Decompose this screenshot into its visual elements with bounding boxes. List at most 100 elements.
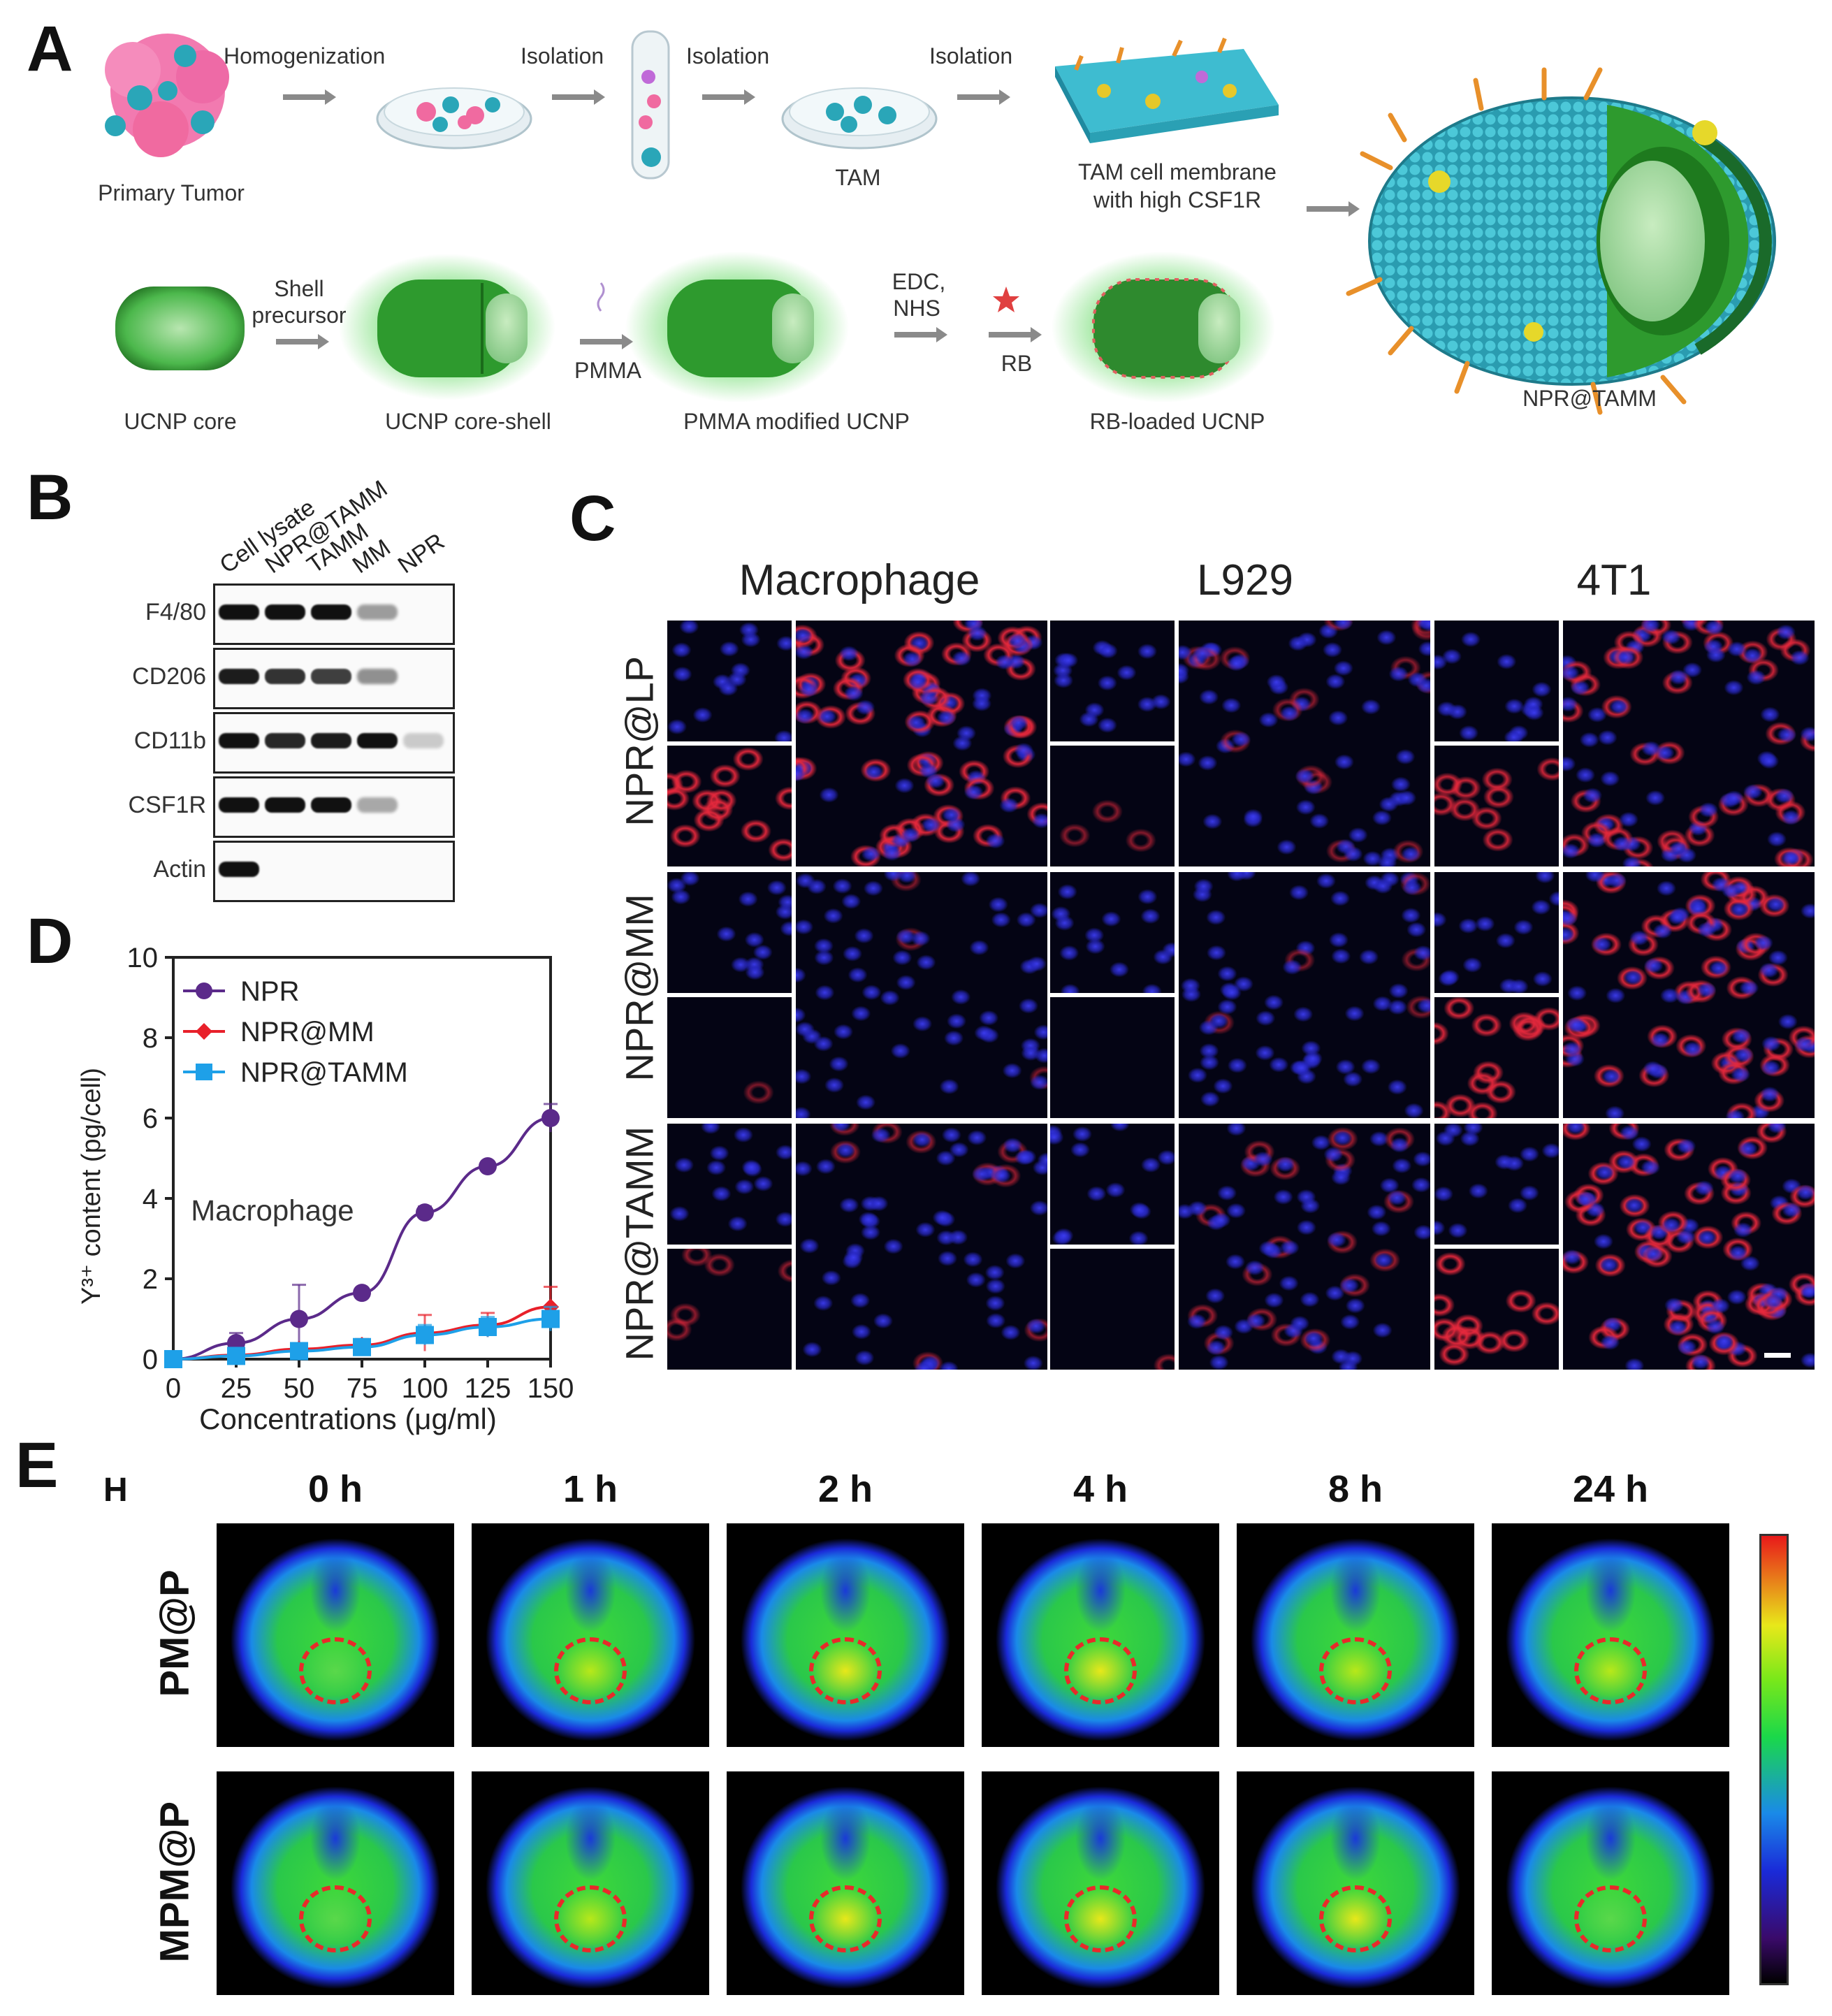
data-point <box>416 1326 434 1344</box>
lane-label: NPR <box>393 528 450 579</box>
micrograph-blue <box>1050 1124 1175 1245</box>
scale-bar <box>1764 1353 1791 1358</box>
legend-label: NPR <box>240 976 299 1007</box>
chart-annotation: Macrophage <box>191 1194 354 1227</box>
micrograph-blue <box>1050 621 1175 741</box>
tumor-roi-ring <box>299 1637 372 1705</box>
data-point <box>290 1310 308 1328</box>
arrow-isolation-3 <box>957 89 1010 105</box>
legend-label: NPR@TAMM <box>240 1057 408 1088</box>
tumor-roi-ring <box>1574 1637 1647 1705</box>
panel-letter-b: B <box>27 462 73 533</box>
micrograph-red <box>1050 746 1175 866</box>
mri-scan <box>1237 1771 1474 1995</box>
data-point <box>479 1318 497 1336</box>
ucnp-core-shell <box>339 254 555 400</box>
micrograph-blue <box>667 621 792 741</box>
mri-scan <box>1237 1523 1474 1747</box>
blot-band <box>311 604 351 620</box>
tumor-roi-ring <box>554 1885 627 1953</box>
x-tick-label: 125 <box>465 1373 511 1404</box>
y-tick-label: 4 <box>143 1184 158 1214</box>
column-label-macrophage: Macrophage <box>739 556 980 604</box>
tumor-roi-ring <box>554 1637 627 1705</box>
mri-scan <box>727 1523 964 1747</box>
micrograph-red <box>1434 1249 1559 1370</box>
x-tick-label: 100 <box>402 1373 449 1404</box>
blot-row-label: CD206 <box>132 663 206 690</box>
tumor-roi-ring <box>299 1885 372 1953</box>
blot-band <box>219 862 259 877</box>
column-label-4t1: 4T1 <box>1576 556 1652 604</box>
x-axis-label: Concentrations (μg/ml) <box>199 1402 497 1435</box>
micrograph-red <box>667 997 792 1118</box>
mri-scan <box>982 1523 1219 1747</box>
micrograph-merge <box>1563 621 1815 866</box>
blot-band <box>265 604 305 620</box>
blot-row-label: CSF1R <box>128 792 206 818</box>
legend-label: NPR@MM <box>240 1017 375 1047</box>
corner-label-h: H <box>103 1472 128 1509</box>
micrograph-blue <box>1050 872 1175 993</box>
label-pmma: PMMA <box>574 358 641 383</box>
blot-band <box>219 733 259 748</box>
micrograph-blue <box>1434 621 1559 741</box>
label-product: NPR@TAMM <box>1522 386 1657 411</box>
primary-tumor-illustration <box>105 34 229 157</box>
blot-band <box>265 733 305 748</box>
arrow-homogenization <box>283 89 336 105</box>
micrograph-blue <box>1434 872 1559 993</box>
time-label: 4 h <box>1073 1468 1128 1510</box>
micrograph-merge <box>1563 872 1815 1118</box>
legend-marker <box>196 982 212 999</box>
panel-letter-c: C <box>569 483 616 554</box>
arrow-isolation-2 <box>702 89 755 105</box>
micrograph-merge <box>1179 872 1430 1118</box>
label-rb: RB <box>1001 351 1033 376</box>
label-edc: EDC, <box>892 269 946 294</box>
micrograph-blue <box>667 872 792 993</box>
y-tick-label: 2 <box>143 1264 158 1295</box>
tumor-roi-ring <box>1064 1885 1137 1953</box>
time-label: 24 h <box>1572 1468 1649 1510</box>
blot-band <box>219 604 259 620</box>
data-point <box>479 1157 497 1175</box>
legend-marker <box>196 1023 212 1040</box>
label-rb-loaded: RB-loaded UCNP <box>1089 409 1265 434</box>
label-membrane-2: with high CSF1R <box>1093 187 1262 212</box>
label-nhs: NHS <box>893 296 940 321</box>
mri-scan <box>217 1771 454 1995</box>
y-tick-label: 0 <box>143 1344 158 1375</box>
label-isolation-1: Isolation <box>521 43 604 68</box>
blot-band <box>311 733 351 748</box>
label-primary-tumor: Primary Tumor <box>98 180 245 205</box>
arrow-shell <box>276 334 329 349</box>
microscopy-grid <box>667 621 1815 1379</box>
data-point <box>290 1342 308 1361</box>
row-label-npr-lp: NPR@LP <box>617 655 662 827</box>
blot-band <box>357 733 398 748</box>
data-point <box>541 1310 560 1328</box>
micrograph-merge <box>1563 1124 1815 1370</box>
blot-band <box>357 669 398 684</box>
panel-letter-a: A <box>27 13 73 85</box>
label-pmma-modified: PMMA modified UCNP <box>683 409 910 434</box>
micrograph-merge <box>1179 621 1430 866</box>
data-point <box>353 1337 371 1356</box>
blot-band <box>265 669 305 684</box>
ucnp-core <box>115 287 245 370</box>
blot-band <box>357 604 398 620</box>
tumor-roi-ring <box>809 1885 882 1953</box>
tam-dish <box>781 87 938 150</box>
blot-band <box>219 669 259 684</box>
time-label: 8 h <box>1328 1468 1383 1510</box>
label-shell-2: precursor <box>252 303 347 328</box>
mri-scan <box>217 1523 454 1747</box>
x-tick-label: 50 <box>284 1373 315 1404</box>
row-label-mpm-p: MPM@P <box>152 1801 198 1963</box>
label-ucnp-core: UCNP core <box>124 409 237 434</box>
blot-band <box>311 797 351 813</box>
arrow-pmma <box>580 334 633 349</box>
row-label-npr-mm: NPR@MM <box>617 894 662 1082</box>
